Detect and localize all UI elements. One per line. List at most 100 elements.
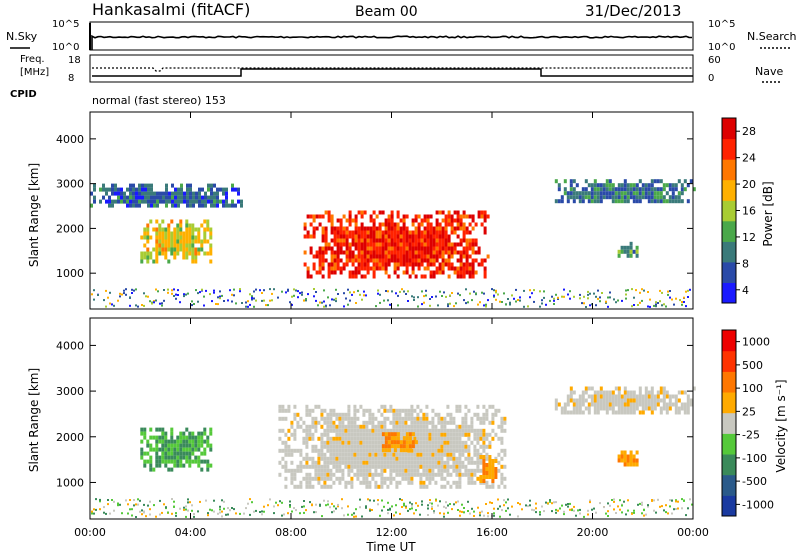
date-title: 31/Dec/2013 [585,2,681,20]
power-region [554,179,696,204]
power-region [617,241,639,258]
velocity-region [479,455,498,483]
power-near-range-clutter [91,288,691,308]
power-colorbar-tick-label: 16 [742,205,756,218]
power-colorbar-swatch [722,241,736,263]
power-region [90,183,243,208]
power-colorbar-swatch [722,138,736,160]
velocity-ytick-label: 1000 [56,476,84,489]
velocity-colorbar-swatch [722,412,736,434]
power-colorbar-tick-label: 24 [742,152,756,165]
power-colorbar-tick-label: 20 [742,178,756,191]
noise-panel: N.Sky 10^5 10^0 10^5 10^0 N.Search [6,19,797,53]
velocity-colorbar-tick-label: -1000 [742,498,774,511]
x-tick-label: 00:00 [74,526,106,539]
cpid-label: CPID [10,89,37,100]
x-tick-label: 04:00 [175,526,207,539]
velocity-region [617,450,639,467]
freq-panel: Freq. [MHz] 18 8 60 0 Nave [20,54,783,84]
velocity-region [381,432,418,453]
power-colorbar-tick-label: 8 [742,257,749,270]
x-tick-label: 00:00 [677,526,709,539]
noise-sky-line [91,34,693,50]
power-heatmap [90,179,696,308]
freq-panel-frame [89,54,694,83]
velocity-colorbar-tick-label: -100 [742,452,767,465]
station-title: Hankasalmi (fitACF) [92,0,250,19]
power-colorbar-swatch [722,220,736,242]
freq-line [92,68,693,77]
velocity-near-range-clutter [91,498,693,518]
power-colorbar-swatch [722,179,736,201]
velocity-region [278,404,507,489]
freq-left-tick-bottom: 8 [68,73,74,84]
cpid-mode: normal (fast stereo) 153 [92,94,226,107]
nave-line [92,67,693,72]
power-colorbar-swatch [722,118,736,140]
noise-left-tick-bottom: 10^0 [52,42,79,53]
power-colorbar-tick-label: 12 [742,231,756,244]
power-colorbar-swatch [722,282,736,304]
velocity-colorbar-tick-label: 100 [742,382,763,395]
velocity-colorbar-swatch [722,392,736,414]
velocity-colorbar-swatch [722,330,736,352]
noise-right-tick-top: 10^5 [708,19,735,30]
velocity-colorbar-tick-label: 1000 [742,336,770,349]
freq-label-2: [MHz] [20,67,49,78]
noise-right-tick-bottom: 10^0 [708,42,735,53]
velocity-y-axis: 4000 3000 2000 1000 [56,339,693,489]
velocity-colorbar-swatch [722,495,736,517]
velocity-heatmap [91,386,696,518]
power-colorbar-swatch [722,200,736,222]
power-ytick-label: 3000 [56,178,84,191]
velocity-colorbar-tick-label: -25 [742,429,760,442]
velocity-region [554,386,696,415]
x-tick-label: 12:00 [376,526,408,539]
power-ytick-label: 1000 [56,267,84,280]
velocity-ytick-label: 2000 [56,431,84,444]
x-tick-label: 08:00 [275,526,307,539]
velocity-region [140,427,213,472]
freq-label-1: Freq. [20,54,45,65]
power-colorbar-swatch [722,261,736,283]
noise-panel-frame [89,21,694,51]
velocity-colorbar-swatch [722,350,736,372]
nave-label: Nave [755,65,783,78]
noise-left-label: N.Sky [6,30,38,43]
freq-right-tick-bottom: 0 [708,73,714,84]
power-ytick-label: 4000 [56,133,84,146]
velocity-colorbar-tick-label: 25 [742,405,756,418]
velocity-colorbar-label: Velocity [m s⁻¹] [774,379,788,472]
velocity-ytick-label: 4000 [56,339,84,352]
velocity-colorbar: 1000 500 100 25 -25 -100 -500 -1000 Velocity [m… [721,329,788,517]
freq-left-tick-top: 18 [68,55,81,66]
power-region [303,210,490,279]
power-colorbar: 28 24 20 16 12 8 4 Power [dB] [721,117,775,304]
noise-right-label: N.Search [747,30,797,43]
velocity-panel: 4000 3000 2000 1000 Slant Range [km] [27,317,696,520]
beam-title: Beam 00 [355,4,418,20]
x-tick-label: 20:00 [577,526,609,539]
power-ylabel: Slant Range [km] [27,163,41,267]
power-region [140,219,213,264]
power-colorbar-tick-label: 28 [742,125,756,138]
velocity-colorbar-swatch [722,454,736,476]
power-colorbar-tick-label: 4 [742,284,749,297]
velocity-colorbar-tick-label: -500 [742,475,767,488]
velocity-colorbar-swatch [722,433,736,455]
velocity-colorbar-swatch [722,371,736,393]
power-colorbar-label: Power [dB] [761,181,775,246]
velocity-colorbar-tick-label: 500 [742,359,763,372]
power-colorbar-swatch [722,159,736,181]
velocity-ytick-label: 3000 [56,385,84,398]
time-x-axis: 00:00 04:00 08:00 12:00 16:00 20:00 00:00 [74,112,709,539]
noise-left-tick-top: 10^5 [52,19,79,30]
power-y-axis: 4000 3000 2000 1000 [56,133,693,280]
velocity-colorbar-swatch [722,474,736,496]
x-axis-title: Time UT [365,540,416,554]
freq-right-tick-top: 60 [708,55,721,66]
velocity-ylabel: Slant Range [km] [27,368,41,472]
power-panel: 4000 3000 2000 1000 Slant Range [km] [27,111,696,310]
x-tick-label: 16:00 [476,526,508,539]
